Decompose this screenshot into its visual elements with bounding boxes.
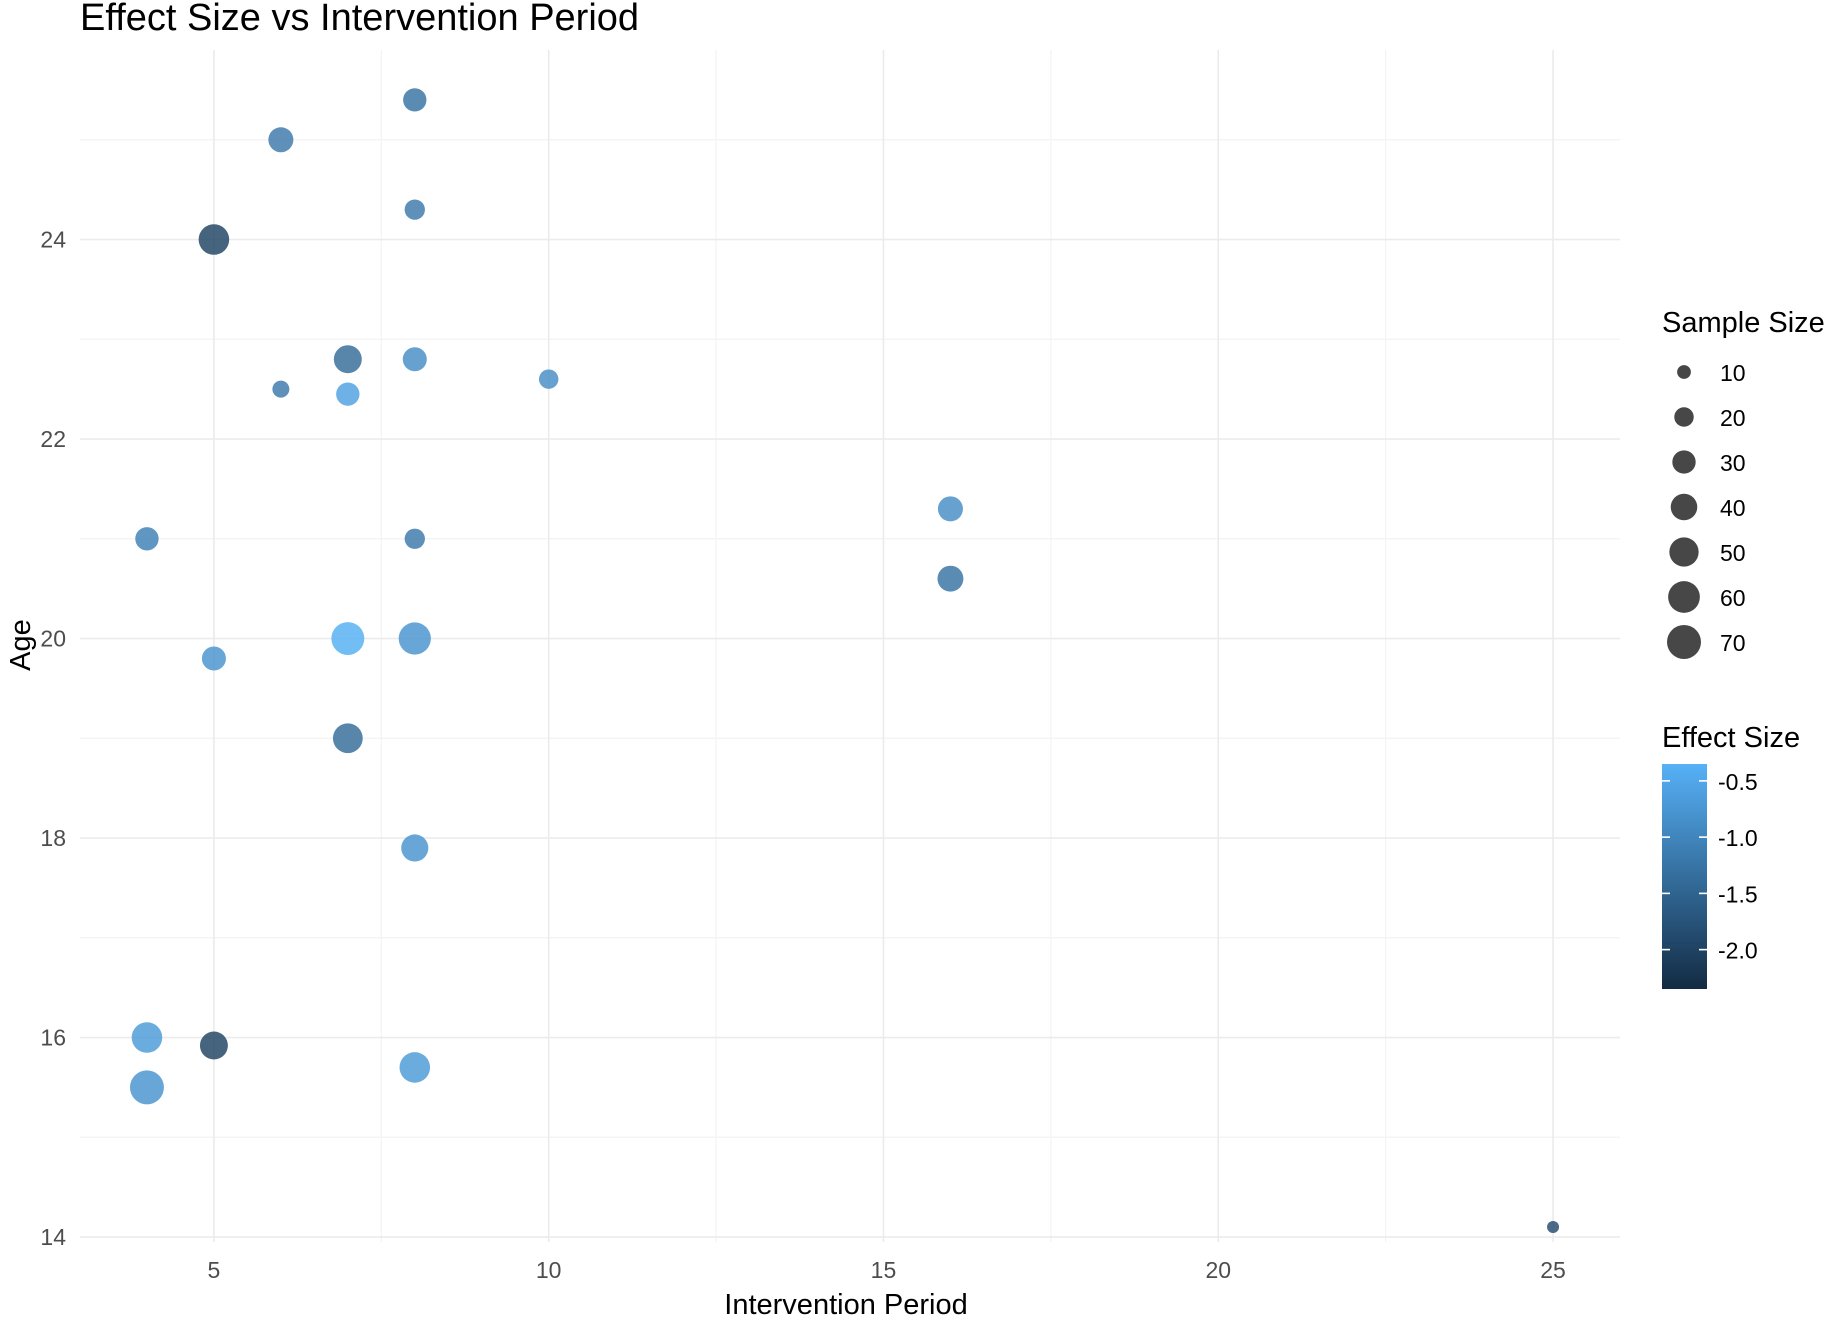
size-legend-label: 40 bbox=[1720, 495, 1746, 521]
color-legend: Effect Size -0.5 -1.0 -1.5 -2.0 bbox=[1662, 722, 1800, 989]
chart-title: Effect Size vs Intervention Period bbox=[80, 0, 639, 39]
data-point bbox=[135, 527, 159, 551]
data-point bbox=[538, 369, 559, 389]
y-tick-label: 20 bbox=[40, 626, 66, 652]
color-legend-label: -2.0 bbox=[1718, 938, 1758, 964]
y-axis-tick-labels: 14 16 18 20 22 24 bbox=[40, 227, 66, 1250]
color-legend-label: -1.0 bbox=[1718, 825, 1758, 851]
y-tick-label: 16 bbox=[40, 1025, 66, 1051]
size-legend-label: 30 bbox=[1720, 450, 1746, 476]
y-tick-label: 14 bbox=[40, 1224, 66, 1250]
data-point bbox=[937, 496, 963, 522]
size-legend-key bbox=[1667, 625, 1701, 659]
data-point bbox=[403, 88, 427, 112]
data-point bbox=[201, 646, 226, 671]
x-tick-label: 5 bbox=[208, 1257, 221, 1283]
data-point bbox=[937, 565, 964, 592]
color-legend-label: -0.5 bbox=[1718, 769, 1758, 795]
data-point bbox=[399, 1052, 431, 1083]
data-point bbox=[331, 622, 365, 655]
color-legend-title: Effect Size bbox=[1662, 722, 1800, 754]
size-legend-key bbox=[1674, 407, 1694, 427]
color-legend-label: -1.5 bbox=[1718, 881, 1758, 907]
data-point bbox=[401, 834, 429, 862]
data-point bbox=[1547, 1221, 1560, 1234]
size-legend: Sample Size 10 20 30 40 50 60 70 bbox=[1662, 307, 1825, 659]
data-point bbox=[336, 382, 360, 406]
size-legend-key bbox=[1677, 365, 1691, 379]
data-point bbox=[333, 345, 362, 374]
x-tick-label: 10 bbox=[536, 1257, 562, 1283]
size-legend-key bbox=[1670, 493, 1698, 521]
data-point bbox=[129, 1070, 164, 1105]
data-point bbox=[398, 622, 431, 655]
data-point bbox=[131, 1022, 163, 1053]
size-legend-key bbox=[1672, 450, 1696, 474]
data-point bbox=[272, 380, 290, 398]
data-point bbox=[198, 224, 230, 255]
data-point bbox=[404, 528, 425, 549]
data-point bbox=[402, 347, 427, 372]
x-axis-title: Intervention Period bbox=[724, 1289, 967, 1321]
x-tick-label: 25 bbox=[1540, 1257, 1566, 1283]
color-legend-bar bbox=[1662, 764, 1707, 989]
x-tick-label: 15 bbox=[871, 1257, 897, 1283]
size-legend-label: 10 bbox=[1720, 360, 1746, 386]
y-tick-label: 22 bbox=[40, 426, 66, 452]
size-legend-label: 70 bbox=[1720, 630, 1746, 656]
data-points bbox=[129, 88, 1560, 1234]
size-legend-label: 20 bbox=[1720, 405, 1746, 431]
x-tick-label: 20 bbox=[1205, 1257, 1231, 1283]
y-tick-label: 18 bbox=[40, 825, 66, 851]
data-point bbox=[199, 1031, 228, 1060]
size-legend-key bbox=[1668, 581, 1700, 613]
data-point bbox=[268, 127, 294, 153]
size-legend-label: 60 bbox=[1720, 585, 1746, 611]
size-legend-label: 50 bbox=[1720, 540, 1746, 566]
y-tick-label: 24 bbox=[40, 227, 66, 253]
size-legend-key bbox=[1669, 537, 1699, 567]
y-axis-title: Age bbox=[5, 619, 37, 671]
x-axis-tick-labels: 5 10 15 20 25 bbox=[208, 1257, 1566, 1283]
data-point bbox=[332, 723, 363, 754]
plot-grid bbox=[80, 50, 1620, 1242]
size-legend-title: Sample Size bbox=[1662, 307, 1825, 339]
data-point bbox=[404, 199, 425, 220]
